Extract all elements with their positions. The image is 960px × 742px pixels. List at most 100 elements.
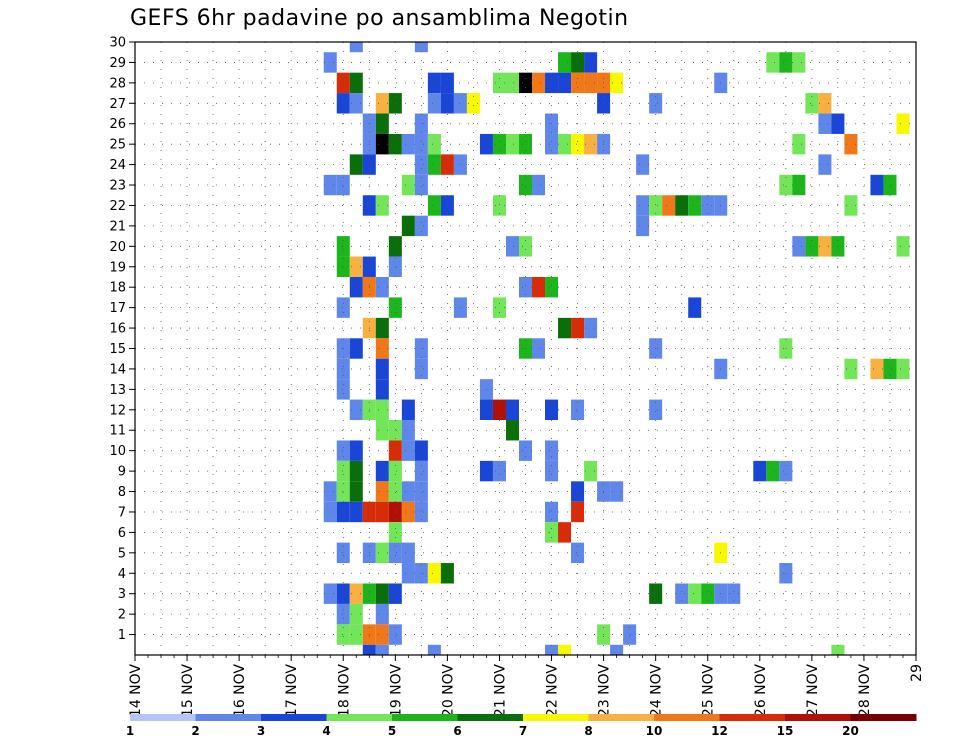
heatmap-cell <box>518 72 533 94</box>
heatmap-cell <box>401 133 415 155</box>
heatmap-cell <box>727 583 741 604</box>
colorbar-label: 20 <box>842 724 859 738</box>
heatmap-cell <box>388 256 402 277</box>
heatmap-cell <box>492 460 506 482</box>
heatmap-cell <box>336 542 350 564</box>
colorbar-label: 4 <box>322 724 330 738</box>
heatmap-cell <box>753 460 767 482</box>
colorbar-swatch <box>785 714 851 721</box>
heatmap-cell <box>492 195 506 216</box>
heatmap-cell <box>375 276 389 298</box>
heatmap-cell <box>323 174 337 196</box>
heatmap-cell <box>388 420 402 441</box>
x-tick-label: 29 <box>909 664 925 682</box>
heatmap-cell <box>349 603 363 625</box>
heatmap-cell <box>532 276 546 298</box>
heatmap-cell <box>414 501 428 523</box>
heatmap-cell <box>649 195 663 216</box>
x-tick-label: 14 NOV <box>128 664 144 718</box>
heatmap-cell <box>545 276 559 298</box>
heatmap-cell <box>636 195 650 216</box>
heatmap-cell <box>349 42 363 53</box>
heatmap-cell <box>375 338 389 359</box>
heatmap-cell <box>505 399 519 421</box>
heatmap-cell <box>414 440 428 461</box>
heatmap-cell <box>505 133 519 155</box>
heatmap-cell <box>805 236 819 257</box>
colorbar: 1 2 3 4 5 6 7 8 10 12 15 20 <box>126 714 917 738</box>
heatmap-cell <box>375 501 389 523</box>
colorbar-swatch <box>392 714 458 721</box>
heatmap-cell <box>388 501 402 523</box>
heatmap-cell <box>414 174 428 196</box>
heatmap-cell <box>375 195 389 216</box>
heatmap-cell <box>336 379 350 400</box>
heatmap-cell <box>388 93 402 114</box>
heatmap-cell <box>896 358 910 380</box>
heatmap-cell <box>545 133 559 155</box>
heatmap-cell <box>349 338 363 359</box>
x-tick-label: 18 NOV <box>336 664 352 718</box>
y-tick-label: 30 <box>109 36 126 51</box>
heatmap-cell <box>818 236 832 257</box>
heatmap-cell <box>779 460 793 482</box>
colorbar-swatch <box>850 714 917 721</box>
heatmap-cell <box>349 93 363 114</box>
y-tick-label: 28 <box>109 76 126 91</box>
heatmap-cell <box>453 297 467 318</box>
heatmap-cell <box>584 460 598 482</box>
heatmap-cell <box>545 72 559 94</box>
heatmap-cell <box>375 644 389 655</box>
heatmap-cell <box>414 154 428 175</box>
heatmap-cell <box>688 583 702 604</box>
heatmap-cell <box>349 256 363 277</box>
heatmap-cell <box>558 644 572 655</box>
heatmap-cell <box>518 174 533 196</box>
heatmap-cell <box>492 133 506 155</box>
heatmap-cell <box>571 72 585 94</box>
y-tick-label: 12 <box>109 403 126 418</box>
y-tick-label: 13 <box>109 383 126 398</box>
heatmap-cell <box>375 379 389 400</box>
y-tick-label: 2 <box>118 608 126 623</box>
heatmap-cell <box>688 195 702 216</box>
colorbar-label: 1 <box>126 724 134 738</box>
heatmap-cell <box>388 460 402 482</box>
heatmap-cell <box>349 440 363 461</box>
heatmap-cell <box>336 583 350 604</box>
colorbar-swatch <box>654 714 720 721</box>
heatmap-cell <box>323 481 337 502</box>
x-tick-label: 27 NOV <box>805 664 821 718</box>
y-tick-label: 4 <box>118 567 126 582</box>
heatmap-cell <box>414 481 428 502</box>
heatmap-cell <box>492 72 506 94</box>
heatmap-cell <box>571 317 585 339</box>
y-tick-label: 24 <box>109 158 126 173</box>
heatmap-cell <box>662 195 676 216</box>
heatmap-cell <box>610 72 624 94</box>
colorbar-swatch <box>130 714 196 721</box>
heatmap-cell <box>401 420 415 441</box>
heatmap-cell <box>414 358 428 380</box>
y-tick-label: 5 <box>118 546 126 561</box>
x-tick-label: 26 NOV <box>753 664 769 718</box>
heatmap-cell <box>401 501 415 523</box>
heatmap-cell <box>336 501 350 523</box>
heatmap-cell <box>870 358 884 380</box>
y-tick-label: 6 <box>118 526 126 541</box>
heatmap-cell <box>584 52 598 73</box>
heatmap-cell <box>571 481 585 502</box>
heatmap-cell <box>558 72 572 94</box>
heatmap-cell <box>336 460 350 482</box>
heatmap-cell <box>388 583 402 604</box>
heatmap-cell <box>558 52 572 73</box>
heatmap-cell <box>401 215 415 237</box>
heatmap-cell <box>505 72 519 94</box>
heatmap-cell <box>375 583 389 604</box>
colorbar-swatch <box>588 714 655 721</box>
colorbar-swatch <box>719 714 786 721</box>
heatmap-cell <box>375 133 389 155</box>
heatmap-cell <box>375 481 389 502</box>
heatmap-cell <box>388 297 402 318</box>
x-tick-label: 23 NOV <box>597 664 613 718</box>
